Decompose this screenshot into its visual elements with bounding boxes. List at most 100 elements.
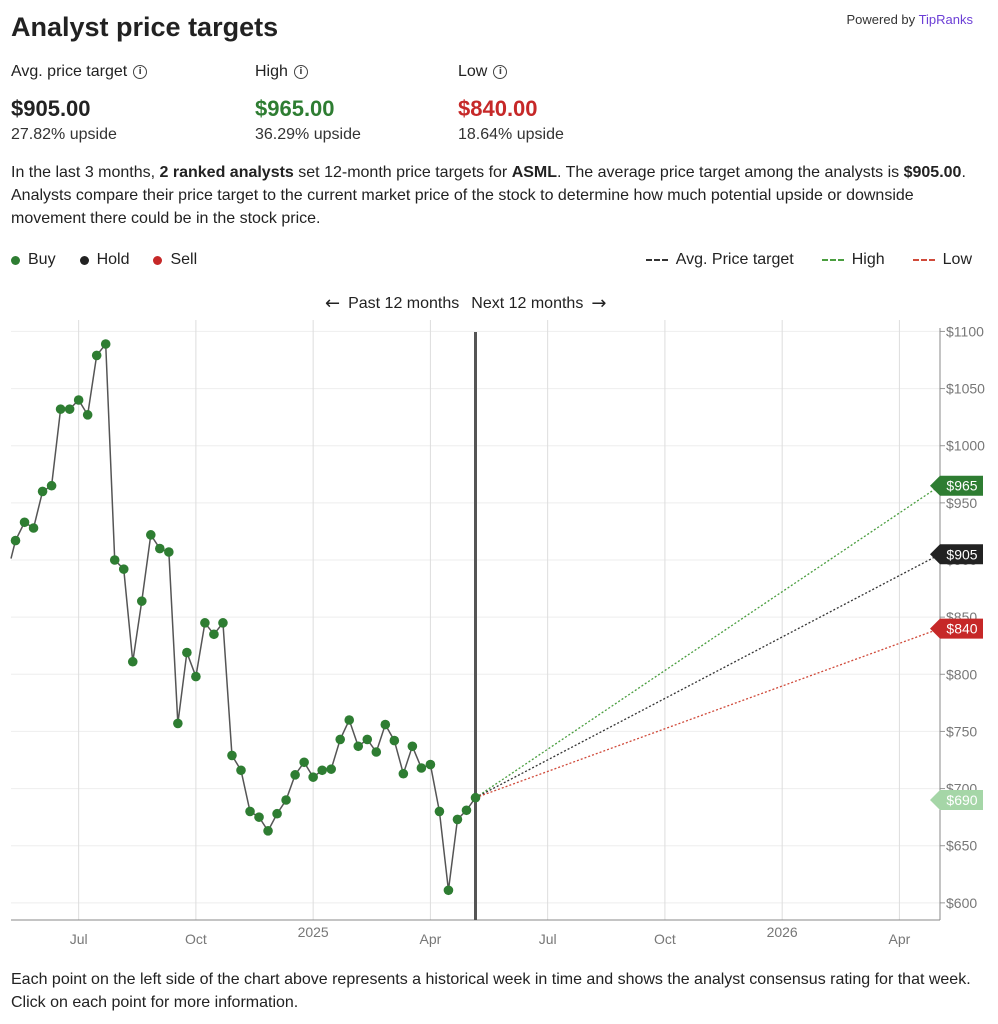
buy-rating-point[interactable] — [407, 741, 418, 752]
buy-rating-point[interactable] — [371, 747, 382, 757]
high-price-target-stat: High i $965.00 36.29% upside — [255, 62, 361, 144]
tipranks-link[interactable]: TipRanks — [918, 12, 973, 27]
buy-rating-point[interactable] — [254, 812, 264, 822]
buy-rating-point[interactable] — [452, 814, 463, 825]
legend-avg-target[interactable]: Avg. Price target — [645, 251, 794, 269]
buy-rating-point[interactable] — [127, 656, 138, 667]
x-tick-label: Oct — [654, 931, 676, 947]
avg-price-target-label: Avg. price target — [11, 63, 128, 80]
ranked-analysts: 2 ranked analysts — [159, 164, 294, 181]
buy-rating-point[interactable] — [136, 596, 147, 606]
buy-rating-point[interactable] — [425, 759, 436, 770]
buy-rating-point[interactable] — [317, 765, 327, 776]
buy-rating-point[interactable] — [353, 741, 364, 752]
target-tag-high — [930, 475, 983, 496]
buy-rating-point[interactable] — [182, 647, 192, 658]
buy-rating-point[interactable] — [227, 750, 237, 761]
legend-hold[interactable]: Hold — [79, 251, 129, 269]
dashed-line-icon — [645, 259, 668, 261]
buy-rating-point[interactable] — [200, 618, 210, 628]
buy-rating-point[interactable] — [308, 772, 318, 782]
x-tick-label: 2026 — [767, 924, 798, 940]
buy-rating-point[interactable] — [245, 806, 255, 817]
dashed-line-icon — [912, 259, 935, 261]
y-tick-label: $1000 — [946, 438, 985, 454]
buy-rating-point[interactable] — [344, 715, 355, 725]
buy-rating-point[interactable] — [290, 770, 300, 780]
buy-rating-point[interactable] — [82, 410, 93, 420]
buy-rating-point[interactable] — [434, 806, 445, 817]
description: In the last 3 months, 2 ranked analysts … — [11, 164, 966, 227]
legend-low-target[interactable]: Low — [912, 251, 972, 269]
high-value: $965.00 — [255, 96, 335, 121]
buy-rating-point[interactable] — [10, 535, 21, 546]
buy-rating-point[interactable] — [146, 530, 156, 540]
buy-rating-point[interactable] — [37, 486, 48, 497]
legend-buy[interactable]: Buy — [11, 251, 56, 269]
avg-target-inline: $905.00 — [903, 164, 962, 181]
buy-rating-point[interactable] — [46, 480, 57, 491]
powered-by: Powered by TipRanks — [847, 12, 973, 27]
low-price-target-stat: Low i $840.00 18.64% upside — [458, 62, 564, 144]
buy-rating-point[interactable] — [398, 768, 409, 779]
buy-rating-point[interactable] — [209, 629, 219, 640]
powered-by-text: Powered by — [846, 12, 916, 27]
target-tag-label: $905 — [946, 546, 977, 562]
y-tick-label: $600 — [946, 895, 977, 911]
buy-dot-icon — [11, 255, 20, 265]
buy-rating-point[interactable] — [470, 792, 481, 803]
buy-rating-point[interactable] — [19, 517, 30, 528]
x-tick-label: Jul — [539, 931, 557, 947]
price-target-chart: $1100$1050$1000$950$900$850$800$750$700$… — [10, 320, 985, 947]
buy-rating-point[interactable] — [461, 805, 472, 816]
buy-rating-point[interactable] — [191, 671, 201, 682]
low-value: $840.00 — [458, 96, 538, 121]
buy-rating-point[interactable] — [109, 555, 120, 565]
hold-dot-icon — [79, 255, 89, 265]
low-label: Low — [458, 63, 488, 80]
target-legend: Avg. Price target High Low — [645, 251, 972, 269]
buy-rating-point[interactable] — [100, 339, 111, 349]
target-tag-label: $840 — [946, 621, 977, 637]
buy-rating-point[interactable] — [218, 618, 228, 628]
buy-rating-point[interactable] — [326, 764, 336, 774]
buy-rating-point[interactable] — [64, 404, 75, 414]
projection-line-high — [475, 485, 941, 799]
buy-rating-point[interactable] — [55, 404, 66, 414]
buy-rating-point[interactable] — [281, 795, 291, 805]
buy-rating-point[interactable] — [299, 757, 309, 768]
y-tick-label: $750 — [946, 723, 977, 739]
legend-sell[interactable]: Sell — [153, 251, 197, 269]
buy-rating-point[interactable] — [173, 718, 183, 729]
legend-high-target[interactable]: High — [821, 251, 885, 269]
next-12-months-button[interactable]: Next 12 months → — [471, 293, 607, 314]
info-icon[interactable]: i — [293, 65, 308, 79]
buy-rating-point[interactable] — [416, 763, 427, 773]
y-tick-label: $650 — [946, 838, 977, 854]
buy-rating-point[interactable] — [263, 826, 273, 836]
info-icon[interactable]: i — [493, 65, 508, 79]
buy-rating-point[interactable] — [362, 734, 373, 745]
buy-rating-point[interactable] — [389, 735, 400, 746]
buy-rating-point[interactable] — [443, 885, 454, 896]
buy-rating-point[interactable] — [272, 808, 282, 819]
projection-line-avg-price-target — [475, 553, 941, 799]
buy-rating-point[interactable] — [335, 734, 346, 745]
buy-rating-point[interactable] — [155, 543, 165, 554]
buy-rating-point[interactable] — [380, 719, 391, 730]
past-12-months-button[interactable]: ← Past 12 months — [325, 293, 460, 314]
buy-rating-point[interactable] — [164, 547, 174, 557]
avg-upside: 27.82% upside — [11, 126, 117, 143]
high-label: High — [255, 63, 288, 80]
arrow-right-icon: → — [591, 293, 607, 314]
x-tick-label: 2025 — [298, 924, 329, 940]
buy-rating-point[interactable] — [118, 564, 129, 574]
buy-rating-point[interactable] — [91, 350, 102, 361]
ticker: ASML — [511, 164, 558, 181]
buy-rating-point[interactable] — [236, 765, 246, 776]
high-upside: 36.29% upside — [255, 126, 361, 143]
buy-rating-point[interactable] — [28, 523, 39, 533]
info-icon[interactable]: i — [133, 65, 148, 79]
x-tick-label: Oct — [185, 931, 207, 947]
buy-rating-point[interactable] — [73, 395, 84, 405]
